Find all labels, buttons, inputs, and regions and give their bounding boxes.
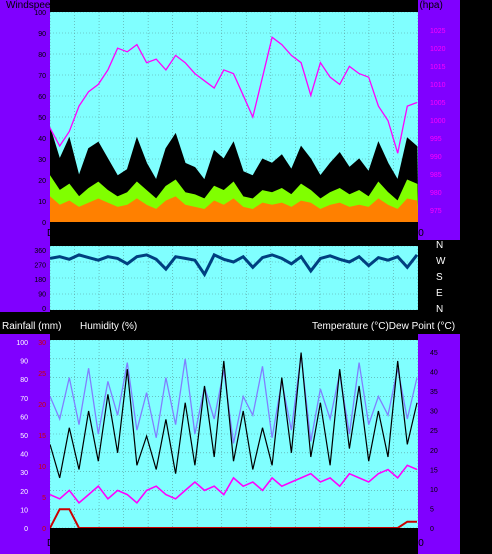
direction-series <box>50 252 418 278</box>
x-tick-label: Day 22 <box>293 228 325 239</box>
rainfall-axis-title: Rainfall (mm) <box>2 321 62 332</box>
temperature-plot <box>50 340 418 528</box>
compass-n-bottom: N <box>436 304 444 315</box>
temperature-plot-svg <box>50 340 418 528</box>
barometer-axis-title: Barometer (hpa) <box>370 0 443 11</box>
dew-point-series <box>50 464 418 505</box>
x-tick-label: Day 2 <box>47 228 74 239</box>
compass-e: E <box>436 288 443 299</box>
right-axis-panel-top <box>418 0 460 240</box>
humidity-series <box>50 354 418 444</box>
temperature-series <box>50 352 418 479</box>
x-tick-label: Day 6 <box>97 538 124 549</box>
x-tick-label: Day 14 <box>193 228 225 239</box>
barometer-series <box>50 36 418 154</box>
x-tick-label: Day 10 <box>144 228 176 239</box>
left-axis-panel-dir <box>0 240 50 312</box>
wind-axis-title: Windspeed (kph) <box>6 0 82 11</box>
x-tick-label: Day 14 <box>193 538 225 549</box>
direction-plot <box>50 246 418 310</box>
x-tick-label: Day 26 <box>342 228 374 239</box>
x-tick-label: Day 2 <box>47 538 74 549</box>
right-axis-panel-bottom <box>418 334 460 554</box>
compass-s: S <box>436 272 443 283</box>
rain-series <box>50 508 417 528</box>
left-axis-panel-top <box>0 0 50 240</box>
humidity-axis-title: Humidity (%) <box>80 321 138 332</box>
left-axis-panel-bottom <box>0 334 50 554</box>
average-wind-series <box>50 196 418 222</box>
wind-plot <box>50 12 418 222</box>
wind-plot-svg <box>50 12 418 222</box>
compass-w: W <box>436 256 446 267</box>
x-tick-label: Day 10 <box>144 538 176 549</box>
direction-plot-svg <box>50 246 418 310</box>
x-tick-label: Day 18 <box>243 538 275 549</box>
compass-n-top: N <box>436 240 444 251</box>
x-tick-label: Day 6 <box>97 228 124 239</box>
x-tick-label: Day 26 <box>342 538 374 549</box>
x-tick-label: Day 18 <box>243 228 275 239</box>
chart-title: Current last 30 days 30 December 2019 <box>172 0 350 11</box>
temperature-axis-title: Temperature (°C)Dew Point (°C) <box>312 321 456 332</box>
x-tick-label: Day 22 <box>293 538 325 549</box>
